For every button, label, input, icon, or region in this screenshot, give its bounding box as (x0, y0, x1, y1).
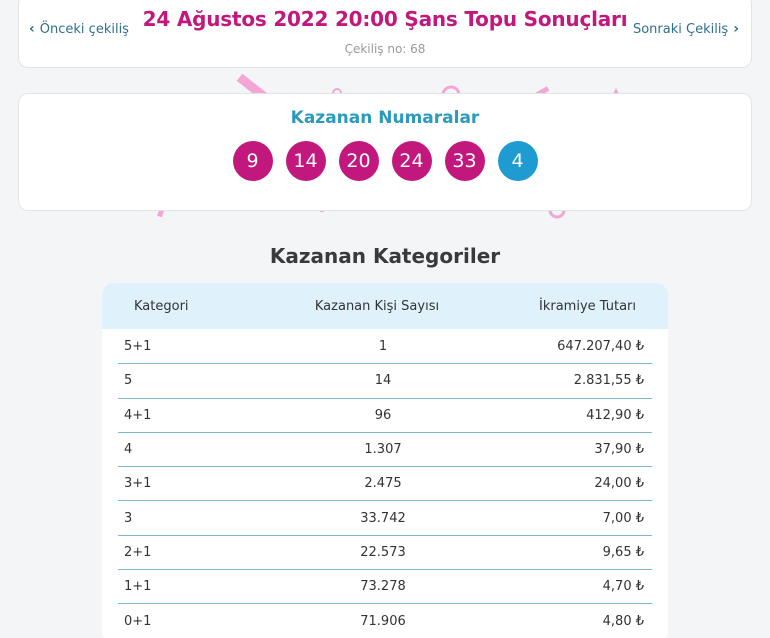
table-row: 1+1 73.278 4,70 ₺ (118, 570, 652, 605)
number-ball: 20 (338, 141, 379, 181)
cell-winners: 96 (374, 407, 392, 423)
next-draw-label: Sonraki Çekiliş (632, 21, 729, 37)
cell-prize: 2.831,55 ₺ (573, 373, 644, 389)
cell-winners: 1 (378, 339, 388, 355)
page-title: 24 Ağustos 2022 20:00 Şans Topu Sonuçlar… (142, 7, 628, 31)
table-header: Kategori Kazanan Kişi Sayısı İkramiye Tu… (102, 283, 668, 329)
cell-prize: 7,00 ₺ (602, 510, 644, 526)
table-row: 0+1 71.906 4,80 ₺ (118, 604, 652, 638)
table-body: 5+1 1 647.207,40 ₺ 5 14 2.831,55 ₺ 4+1 9… (102, 329, 668, 638)
cell-category: 5 (124, 373, 133, 389)
table-row: 5 14 2.831,55 ₺ (118, 364, 652, 399)
cell-prize: 4,80 ₺ (602, 613, 644, 629)
cell-category: 1+1 (124, 579, 152, 595)
number-ball: 24 (391, 141, 432, 181)
cell-category: 4 (124, 442, 133, 458)
table-row: 3+1 2.475 24,00 ₺ (118, 467, 652, 502)
header-category: Kategori (134, 298, 189, 314)
cell-winners: 2.475 (364, 476, 402, 492)
number-balls: 9 14 20 24 33 4 (19, 141, 751, 181)
cell-category: 3+1 (124, 476, 152, 492)
cell-prize: 37,90 ₺ (594, 442, 644, 458)
next-draw-link[interactable]: Sonraki Çekiliş › (633, 21, 739, 37)
table-row: 5+1 1 647.207,40 ₺ (118, 330, 652, 365)
cell-category: 4+1 (124, 407, 152, 423)
categories-title: Kazanan Kategoriler (269, 244, 501, 268)
cell-prize: 24,00 ₺ (594, 476, 644, 492)
cell-winners: 33.742 (360, 510, 406, 526)
table-row: 4 1.307 37,90 ₺ (118, 433, 652, 468)
cell-prize: 9,65 ₺ (602, 544, 644, 560)
cell-category: 2+1 (124, 544, 152, 560)
chevron-right-icon: › (733, 21, 739, 37)
header-winners: Kazanan Kişi Sayısı (314, 298, 440, 314)
draw-header: ‹ Önceki çekiliş 24 Ağustos 2022 20:00 Ş… (18, 0, 752, 68)
table-row: 2+1 22.573 9,65 ₺ (118, 536, 652, 571)
previous-draw-link[interactable]: ‹ Önceki çekiliş (29, 21, 129, 37)
winning-numbers-card: Kazanan Numaralar 9 14 20 24 33 4 (18, 93, 752, 211)
cell-prize: 412,90 ₺ (586, 407, 644, 423)
previous-draw-label: Önceki çekiliş (39, 21, 129, 37)
header-prize: İkramiye Tutarı (539, 298, 636, 314)
number-ball: 33 (444, 141, 485, 181)
cell-prize: 647.207,40 ₺ (557, 339, 644, 355)
table-row: 3 33.742 7,00 ₺ (118, 501, 652, 536)
chevron-left-icon: ‹ (29, 21, 35, 37)
bonus-ball: 4 (497, 141, 538, 181)
table-row: 4+1 96 412,90 ₺ (118, 399, 652, 433)
cell-winners: 1.307 (364, 442, 402, 458)
number-ball: 9 (232, 141, 273, 181)
cell-winners: 22.573 (360, 544, 406, 560)
winning-numbers-title: Kazanan Numaralar (290, 108, 480, 128)
cell-winners: 73.278 (360, 579, 406, 595)
draw-number: Çekiliş no: 68 (344, 42, 426, 56)
cell-category: 5+1 (124, 339, 152, 355)
cell-category: 0+1 (124, 613, 152, 629)
cell-category: 3 (124, 510, 133, 526)
number-ball: 14 (285, 141, 326, 181)
cell-winners: 71.906 (360, 613, 406, 629)
categories-table: Kategori Kazanan Kişi Sayısı İkramiye Tu… (102, 283, 668, 638)
cell-prize: 4,70 ₺ (602, 579, 644, 595)
cell-winners: 14 (374, 373, 392, 389)
